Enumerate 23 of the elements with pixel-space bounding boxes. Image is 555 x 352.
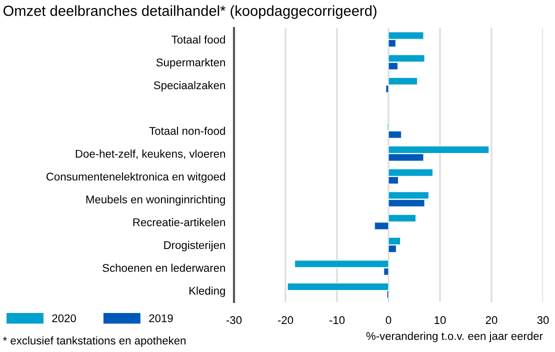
y-tick-label: Meubels en woninginrichting <box>86 195 225 206</box>
y-tick-label: Kleding <box>190 286 225 297</box>
legend-label: 2020 <box>52 314 76 322</box>
y-tick-label: Recreatie-artikelen <box>133 218 225 226</box>
legend-label: 2019 <box>149 314 173 322</box>
x-tick-label: -30 <box>226 316 242 324</box>
chart-title: Omzet deelbranches detailhandel* (koopdaggecorrigeerd) <box>3 5 376 19</box>
x-tick-label: -10 <box>329 316 345 324</box>
x-tick-label: 30 <box>537 316 549 324</box>
x-tick-label: -20 <box>278 316 294 324</box>
y-tick-label: Totaal non-food <box>149 126 225 135</box>
y-tick-label: Consumentenelektronica en witgoed <box>46 172 225 183</box>
x-axis-title: %-verandering t.o.v. een jaar eerder <box>366 332 543 342</box>
x-tick-label: 10 <box>434 316 446 324</box>
text: * exclusief tankstations en apotheken <box>2 336 186 347</box>
y-tick-label: Drogisterijen <box>164 240 225 252</box>
y-tick-label: Speciaalzaken <box>154 81 225 92</box>
y-tick-label: Doe-het-zelf, keukens, vloeren <box>76 150 225 160</box>
x-tick-label: 0 <box>386 316 392 324</box>
y-tick-label: Supermarkten <box>156 58 225 69</box>
y-tick-label: Totaal food <box>172 35 225 44</box>
y-tick-label: Schoenen en lederwaren <box>102 264 225 272</box>
x-tick-label: 20 <box>486 316 498 324</box>
